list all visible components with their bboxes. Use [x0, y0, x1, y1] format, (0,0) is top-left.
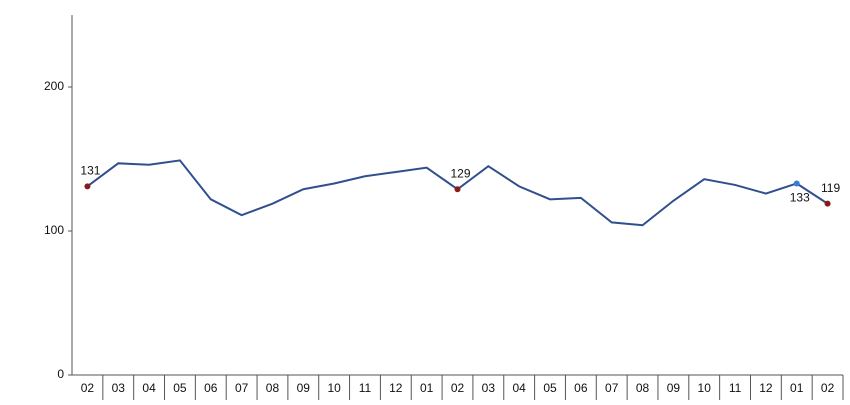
y-tick-label: 100: [44, 223, 64, 237]
data-label: 131: [80, 164, 100, 178]
point-marker: [84, 183, 91, 190]
x-tick-label: 06: [204, 381, 218, 395]
point-marker: [793, 180, 800, 187]
x-tick-label: 05: [543, 381, 557, 395]
x-tick-label: 12: [759, 381, 773, 395]
data-label: 129: [450, 166, 470, 180]
x-tick-label: 10: [698, 381, 712, 395]
x-tick-label: 03: [482, 381, 496, 395]
x-tick-label: 08: [636, 381, 650, 395]
x-tick-label: 06: [574, 381, 588, 395]
x-tick-label: 11: [359, 381, 372, 395]
x-tick-label: 10: [327, 381, 341, 395]
x-tick-label: 05: [173, 381, 187, 395]
x-tick-label: 02: [821, 381, 835, 395]
x-tick-label: 01: [420, 381, 434, 395]
x-tick-label: 11: [729, 381, 742, 395]
x-tick-label: 12: [389, 381, 403, 395]
x-tick-label: 07: [605, 381, 619, 395]
data-label: 119: [821, 181, 840, 195]
data-label: 133: [790, 191, 810, 205]
x-tick-label: 09: [297, 381, 311, 395]
x-tick-label: 09: [667, 381, 681, 395]
y-tick-label: 200: [44, 79, 64, 93]
x-tick-label: 01: [790, 381, 804, 395]
x-tick-label: 03: [112, 381, 126, 395]
point-marker: [824, 200, 831, 207]
x-tick-label: 04: [142, 381, 156, 395]
x-tick-label: 07: [235, 381, 249, 395]
x-tick-label: 02: [451, 381, 465, 395]
point-marker: [454, 186, 461, 193]
y-tick-label: 0: [57, 367, 64, 381]
x-tick-label: 08: [266, 381, 280, 395]
x-tick-label: 04: [513, 381, 527, 395]
x-tick-label: 02: [81, 381, 95, 395]
